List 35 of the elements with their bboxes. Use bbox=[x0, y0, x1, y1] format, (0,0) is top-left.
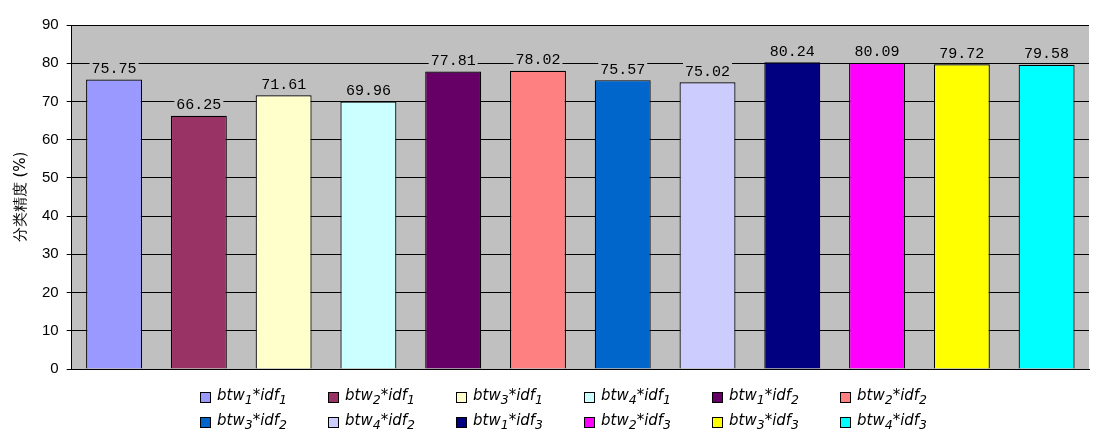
legend-label: btw$_{2}$*idf$_{2}$ bbox=[857, 386, 928, 409]
data-label: 78.02 bbox=[515, 52, 561, 70]
y-axis-title: 分类精度 (%) bbox=[10, 151, 29, 243]
data-label: 75.57 bbox=[600, 61, 646, 79]
data-label: 80.09 bbox=[854, 44, 900, 62]
data-label: 75.02 bbox=[685, 63, 731, 81]
legend-label: btw$_{4}$*idf$_{3}$ bbox=[857, 411, 928, 434]
y-tick-label: 90 bbox=[42, 15, 59, 33]
data-label: 69.96 bbox=[345, 83, 391, 101]
data-label: 77.81 bbox=[430, 53, 476, 71]
y-tick-label: 70 bbox=[42, 91, 59, 109]
legend-label: btw$_{1}$*idf$_{3}$ bbox=[473, 411, 544, 434]
y-tick-label: 30 bbox=[42, 244, 59, 262]
data-label: 79.58 bbox=[1024, 46, 1070, 64]
legend-label: btw$_{2}$*idf$_{1}$ bbox=[345, 386, 416, 409]
data-label: 79.72 bbox=[939, 45, 985, 63]
legend-label: btw$_{4}$*idf$_{2}$ bbox=[345, 411, 416, 434]
legend-label: btw$_{1}$*idf$_{1}$ bbox=[217, 386, 288, 409]
legend-label: btw$_{1}$*idf$_{2}$ bbox=[729, 386, 800, 409]
y-tick-label: 20 bbox=[42, 282, 59, 300]
data-label: 66.25 bbox=[176, 97, 222, 115]
data-label: 75.75 bbox=[91, 60, 137, 78]
legend-label: btw$_{3}$*idf$_{2}$ bbox=[217, 411, 288, 434]
y-tick-label: 40 bbox=[42, 206, 59, 224]
y-tick-label: 80 bbox=[42, 53, 59, 71]
legend-label: btw$_{3}$*idf$_{3}$ bbox=[729, 411, 800, 434]
legend-label: btw$_{4}$*idf$_{1}$ bbox=[601, 386, 672, 409]
legend-label: btw$_{2}$*idf$_{3}$ bbox=[601, 411, 672, 434]
y-tick-label: 50 bbox=[42, 168, 59, 186]
data-label: 80.24 bbox=[769, 43, 815, 61]
y-tick-label: 0 bbox=[50, 359, 59, 377]
y-tick-label: 10 bbox=[42, 320, 59, 338]
data-label: 71.61 bbox=[261, 76, 307, 94]
y-tick-label: 60 bbox=[42, 129, 59, 147]
legend-label: btw$_{3}$*idf$_{1}$ bbox=[473, 386, 544, 409]
